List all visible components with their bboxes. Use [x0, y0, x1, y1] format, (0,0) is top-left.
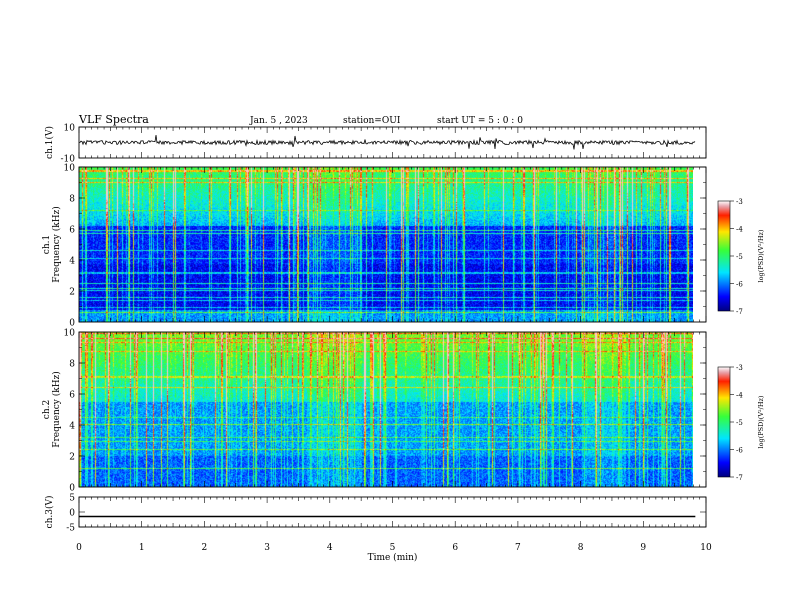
x-tick-label: 5: [390, 543, 396, 553]
spectrogram-ch1-ytick-label: 0: [69, 319, 75, 329]
start-time-label: start UT = 5 : 0 : 0: [437, 116, 523, 126]
x-tick-label: 1: [139, 543, 145, 553]
spectrogram-ch2-ytick-label: 2: [69, 453, 75, 463]
x-axis-label: Time (min): [368, 552, 418, 563]
waveform-ch1-ytick-label: 10: [64, 124, 76, 134]
spectrogram-ch2-ytick-label: 6: [69, 391, 75, 401]
x-tick-label: 4: [327, 543, 333, 553]
waveform-ch1-line: [78, 134, 696, 150]
x-tick-label: 2: [202, 543, 208, 553]
spectrogram-ch1-ytick-label: 8: [69, 195, 75, 205]
waveform-ch3-ytick-label: 0: [69, 509, 75, 519]
x-tick-label: 10: [700, 543, 712, 553]
x-tick-label: 6: [452, 543, 458, 553]
spectrogram-ch2-ytick-label: 10: [64, 329, 76, 339]
spectrogram-ch2-ytick-label: 8: [69, 360, 75, 370]
spectrogram-ch2-image: [79, 332, 693, 487]
spectrogram-ch2-colorbar-tick-label: -6: [736, 447, 743, 455]
waveform-ch3-ytick-label: 5: [69, 494, 75, 504]
spectrogram-ch1-ylabel-channel: ch.1: [42, 235, 52, 254]
spectrogram-ch2-ytick-label: 4: [69, 422, 75, 432]
spectrogram-ch1-ytick-label: 10: [64, 164, 76, 174]
spectrogram-ch1-image: [79, 167, 693, 322]
x-tick-label: 3: [264, 543, 270, 553]
station-label: station=OUI: [343, 116, 401, 126]
spectrogram-ch2-colorbar-label: log(PSD)(V²/Hz): [757, 395, 765, 448]
spectrogram-ch2-colorbar-tick-label: -3: [736, 364, 743, 372]
waveform-ch3-ylabel: ch.3(V): [44, 496, 55, 529]
spectrogram-ch2-ylabel-channel: ch.2: [42, 400, 52, 419]
spectrogram-ch1-ylabel: Frequency (kHz): [51, 206, 62, 283]
spectrogram-ch1-colorbar-tick-label: -3: [736, 198, 743, 206]
waveform-ch1-ylabel: ch.1(V): [44, 126, 55, 159]
x-tick-label: 7: [515, 543, 521, 553]
spectrogram-ch2-colorbar-tick-label: -7: [736, 474, 743, 482]
waveform-ch1-ytick-label: -10: [61, 155, 76, 165]
spectrogram-ch2-colorbar-tick-label: -5: [736, 419, 743, 427]
spectrogram-ch2-ytick-label: 0: [69, 484, 75, 494]
figure-title: VLF Spectra: [78, 113, 149, 126]
spectrogram-ch1-ytick-label: 4: [69, 257, 75, 267]
date-label: Jan. 5 , 2023: [249, 116, 308, 126]
spectrogram-ch1-colorbar-tick-label: -5: [736, 253, 743, 261]
spectrogram-ch1-ytick-label: 6: [69, 226, 75, 236]
spectrogram-ch1-colorbar-label: log(PSD)(V²/Hz): [757, 229, 765, 282]
spectrogram-ch1-ytick-label: 2: [69, 288, 75, 298]
x-tick-label: 0: [76, 543, 82, 553]
waveform-ch3-ytick-label: -5: [66, 524, 75, 534]
colorbar-ch1: [717, 200, 731, 312]
colorbar-ch2: [717, 366, 731, 478]
spectrogram-ch1-colorbar-tick-label: -4: [736, 226, 743, 234]
spectrogram-ch2-colorbar-tick-label: -4: [736, 392, 743, 400]
spectrogram-ch1-colorbar-tick-label: -7: [736, 308, 743, 316]
spectrogram-ch1-colorbar-tick-label: -6: [736, 281, 743, 289]
x-tick-label: 9: [640, 543, 646, 553]
x-tick-label: 8: [578, 543, 584, 553]
spectrogram-ch2-ylabel: Frequency (kHz): [51, 371, 62, 448]
